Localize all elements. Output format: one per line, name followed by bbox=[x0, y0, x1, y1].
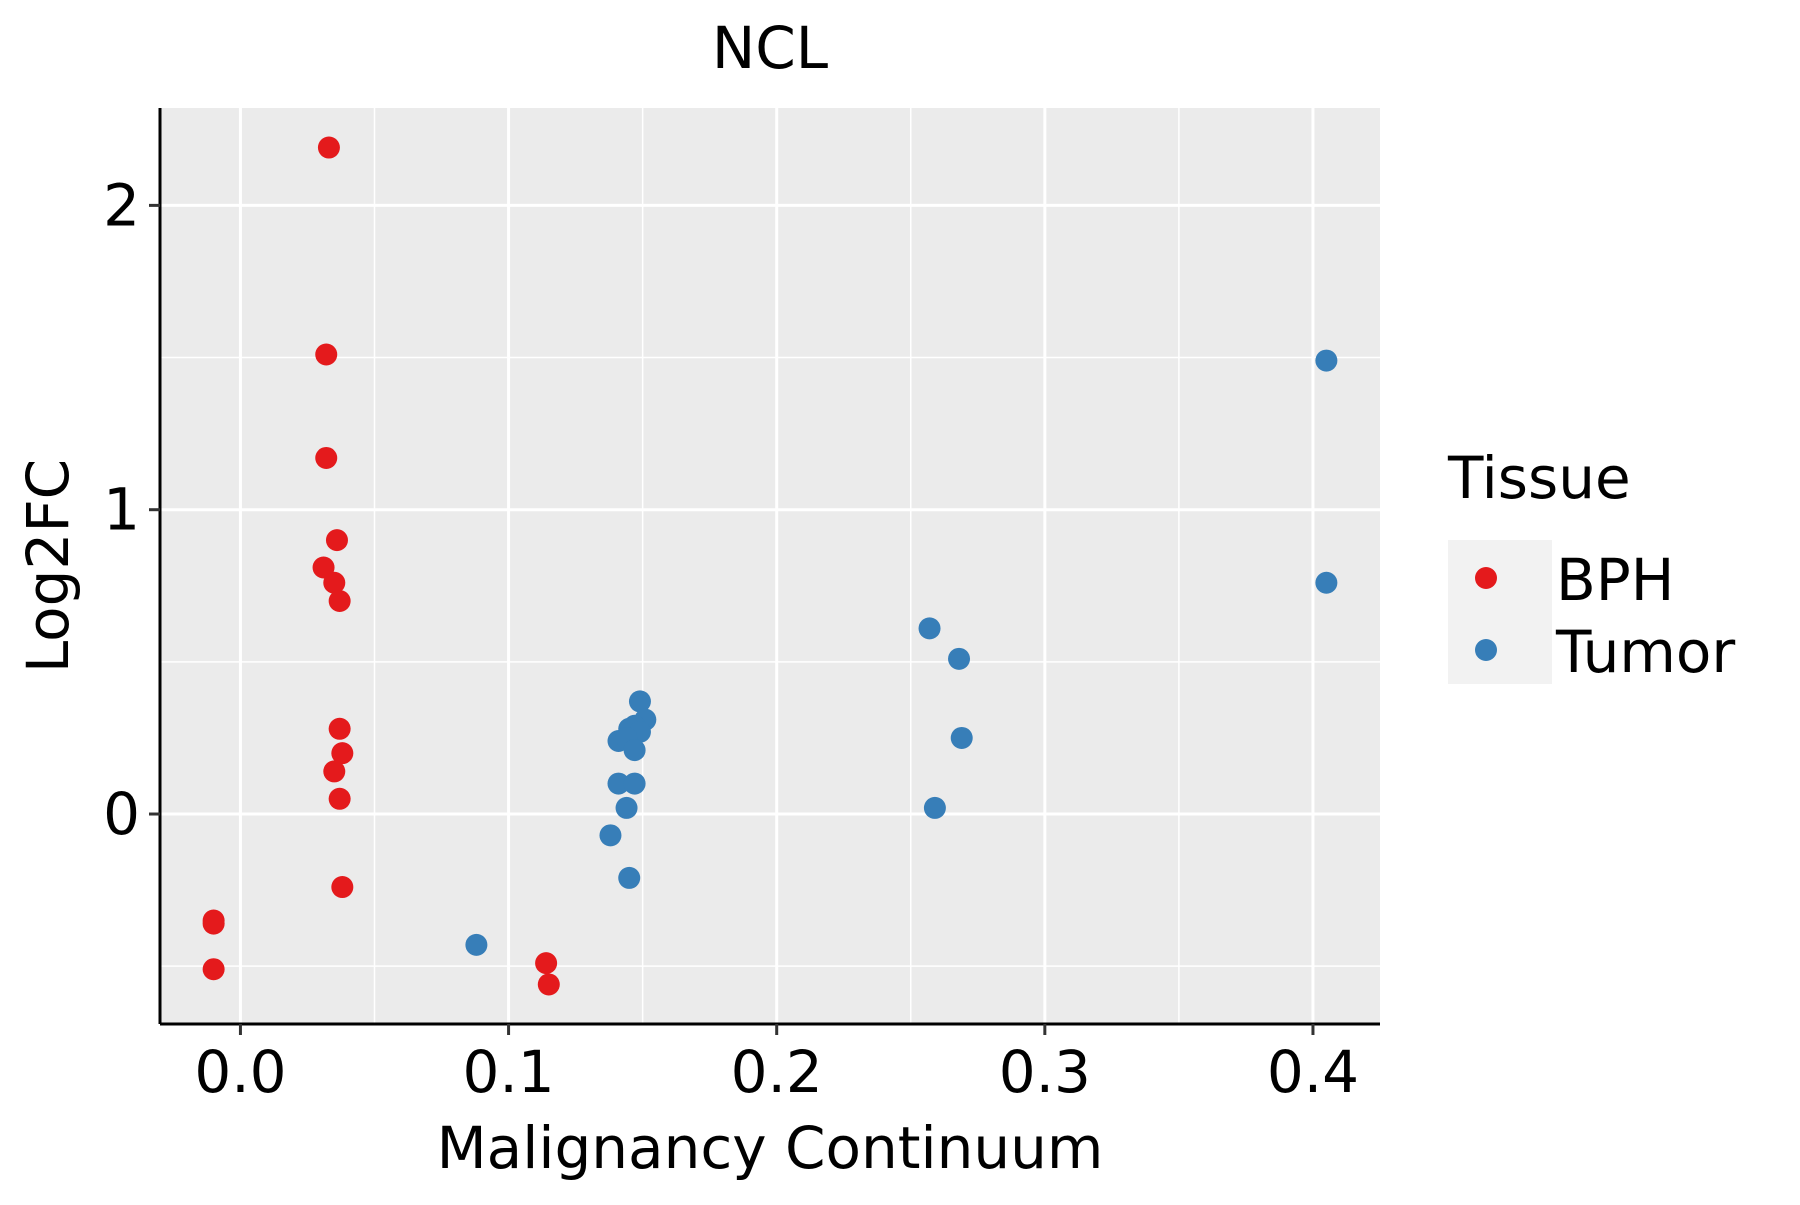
x-tick-label-2: 0.2 bbox=[731, 1038, 823, 1106]
bph-point-2 bbox=[315, 446, 338, 469]
tumor-point-14 bbox=[607, 772, 630, 795]
y-tick-label-0: 0 bbox=[103, 780, 140, 848]
tumor-point-6 bbox=[628, 690, 651, 713]
tumor-point-16 bbox=[615, 796, 638, 819]
y-tick-label-2: 2 bbox=[103, 171, 140, 239]
bph-point-3 bbox=[325, 529, 348, 552]
tumor-point-17 bbox=[599, 824, 622, 847]
y-axis-label: Log2FC bbox=[14, 459, 82, 673]
bph-point-8 bbox=[331, 742, 354, 765]
x-tick-label-3: 0.3 bbox=[999, 1038, 1091, 1106]
y-tick-label-1: 1 bbox=[103, 476, 140, 544]
tumor-point-5 bbox=[923, 796, 946, 819]
bph-point-11 bbox=[331, 876, 354, 899]
legend-label-bph: BPH bbox=[1556, 546, 1674, 614]
chart-title: NCL bbox=[712, 14, 828, 82]
tumor-point-2 bbox=[918, 617, 941, 640]
tumor-point-13 bbox=[623, 739, 646, 762]
x-tick-label-0: 0.0 bbox=[194, 1038, 286, 1106]
bph-point-0 bbox=[317, 136, 340, 159]
bph-point-16 bbox=[537, 973, 560, 996]
legend-title: Tissue bbox=[1447, 444, 1631, 512]
x-tick-label-1: 0.1 bbox=[462, 1038, 554, 1106]
x-tick-label-4: 0.4 bbox=[1267, 1038, 1359, 1106]
bph-point-15 bbox=[535, 952, 558, 975]
legend: Tissue BPH Tumor bbox=[1447, 444, 1735, 686]
axis-ticks: 0.0 0.1 0.2 0.3 0.4 0 1 2 bbox=[103, 171, 1359, 1106]
tumor-point-1 bbox=[1315, 571, 1338, 594]
bph-point-4 bbox=[312, 556, 335, 579]
tumor-point-15 bbox=[623, 772, 646, 795]
legend-key-background bbox=[1448, 540, 1552, 684]
bph-point-9 bbox=[323, 760, 346, 783]
tumor-point-19 bbox=[465, 933, 488, 956]
grid-lines bbox=[160, 108, 1380, 1024]
tumor-point-4 bbox=[950, 726, 973, 749]
bph-point-5 bbox=[323, 571, 346, 594]
legend-key-tumor bbox=[1475, 639, 1497, 661]
tumor-point-0 bbox=[1315, 349, 1338, 372]
bph-point-10 bbox=[328, 787, 351, 810]
bph-point-13 bbox=[202, 912, 225, 935]
tumor-point-3 bbox=[948, 647, 971, 670]
tumor-point-18 bbox=[618, 866, 641, 889]
bph-point-6 bbox=[328, 589, 351, 612]
bph-point-1 bbox=[315, 343, 338, 366]
data-points bbox=[202, 136, 1338, 996]
legend-label-tumor: Tumor bbox=[1555, 618, 1735, 686]
legend-key-bph bbox=[1475, 567, 1497, 589]
plot-panel bbox=[160, 108, 1380, 1024]
bph-point-14 bbox=[202, 958, 225, 981]
bph-point-7 bbox=[328, 717, 351, 740]
x-axis-label: Malignancy Continuum bbox=[437, 1114, 1104, 1182]
